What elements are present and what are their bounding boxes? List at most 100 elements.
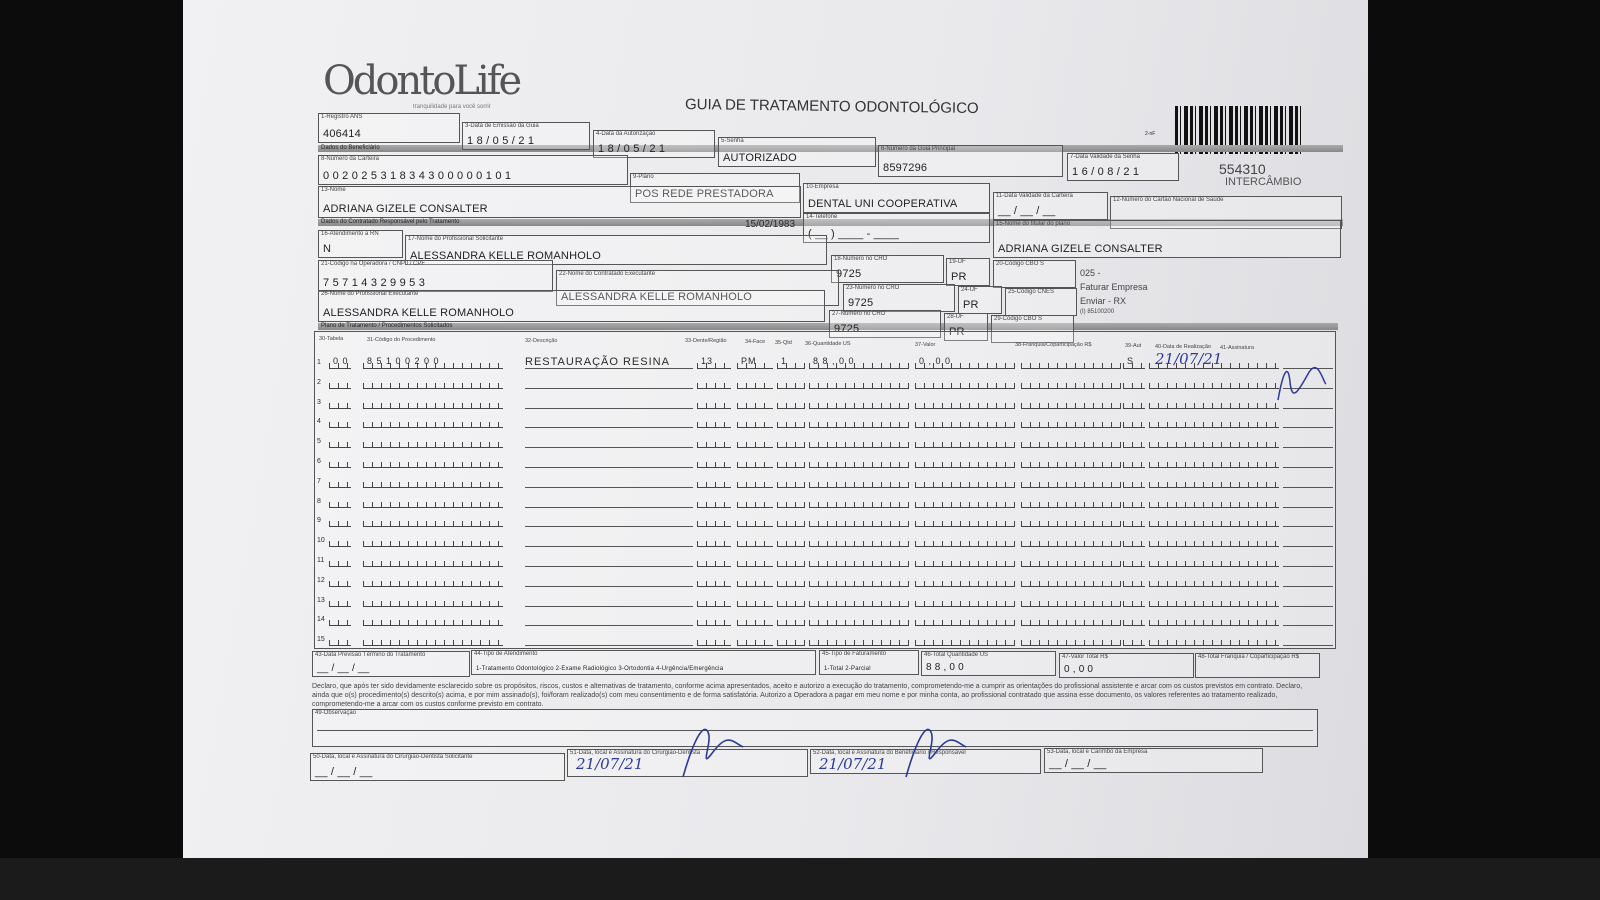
table-cell-aut[interactable]	[1123, 459, 1145, 468]
table-cell-qtd[interactable]	[777, 439, 805, 449]
table-cell-qtd_us[interactable]	[809, 498, 909, 508]
table-cell-codigo[interactable]	[363, 577, 503, 587]
table-cell-data[interactable]	[1149, 637, 1279, 647]
table-cell-valor[interactable]	[915, 399, 1015, 409]
table-cell-dente[interactable]	[697, 399, 731, 409]
table-cell-aut[interactable]: S	[1123, 356, 1145, 369]
table-cell-dente[interactable]	[697, 558, 731, 567]
table-cell-dente[interactable]	[697, 518, 731, 528]
table-cell-qtd_us[interactable]	[809, 439, 909, 449]
table-cell[interactable]	[1283, 585, 1333, 587]
table-cell-tabela[interactable]	[329, 518, 351, 528]
table-cell[interactable]	[1283, 625, 1333, 627]
table-cell-qtd[interactable]	[777, 478, 805, 488]
table-cell-data[interactable]	[1149, 617, 1279, 627]
table-cell-valor[interactable]	[915, 538, 1015, 548]
table-cell-data[interactable]	[1149, 498, 1279, 508]
form-field[interactable]: 5-Senha AUTORIZADO	[718, 137, 876, 167]
table-cell-descricao[interactable]	[525, 407, 693, 409]
table-cell[interactable]	[1021, 577, 1121, 587]
table-cell-aut[interactable]	[1123, 419, 1145, 429]
table-cell-codigo[interactable]	[363, 558, 503, 567]
table-cell[interactable]	[1283, 645, 1333, 647]
table-cell-qtd[interactable]	[777, 419, 805, 429]
table-cell-aut[interactable]	[1123, 597, 1145, 607]
table-cell[interactable]	[1283, 467, 1333, 468]
table-cell-qtd_us[interactable]: 8 8 , 0 0	[809, 356, 909, 369]
table-cell-qtd_us[interactable]	[809, 419, 909, 429]
form-field[interactable]: 9-Plano POS REDE PRESTADORA	[630, 173, 800, 203]
table-cell[interactable]	[1283, 447, 1333, 449]
table-cell-tabela[interactable]	[329, 558, 351, 567]
table-cell-dente[interactable]	[697, 439, 731, 449]
table-cell-qtd[interactable]	[777, 379, 805, 389]
table-cell[interactable]	[1021, 419, 1121, 429]
table-cell-dente[interactable]	[697, 577, 731, 587]
table-cell-tabela[interactable]	[329, 577, 351, 587]
table-cell-descricao[interactable]	[525, 427, 693, 429]
table-cell-valor[interactable]	[915, 637, 1015, 647]
table-cell-face[interactable]	[737, 419, 773, 429]
table-cell-dente[interactable]	[697, 478, 731, 488]
form-field[interactable]: 4-Data da Autorização 1 8 / 0 5 / 2 1	[593, 130, 715, 158]
form-field[interactable]: 12-Número do Cartão Nacional de Saúde	[1110, 196, 1342, 229]
table-cell-valor[interactable]	[915, 439, 1015, 449]
table-cell-aut[interactable]	[1123, 379, 1145, 389]
form-field[interactable]: 6-Número da Guia Principal 8597296	[878, 145, 1063, 177]
total-field[interactable]: 45-Tipo de Faturamento 1-Total 2-Parcial	[819, 650, 919, 675]
table-cell-qtd[interactable]	[777, 518, 805, 528]
table-cell-face[interactable]	[737, 637, 773, 647]
table-cell[interactable]	[1283, 387, 1333, 389]
table-cell[interactable]	[1283, 368, 1333, 369]
table-cell-codigo[interactable]	[363, 399, 503, 409]
table-cell-data[interactable]	[1149, 577, 1279, 587]
table-cell[interactable]	[1283, 546, 1333, 548]
total-field[interactable]: 48-Total Franquia / Coparticipação R$	[1195, 653, 1320, 678]
table-cell[interactable]	[1021, 439, 1121, 449]
table-cell-tabela[interactable]	[329, 439, 351, 449]
table-cell-codigo[interactable]	[363, 518, 503, 528]
signature-field[interactable]: 51-Data, local e Assinatura do Cirurgião…	[567, 728, 808, 778]
form-field[interactable]: 28-UF PR	[944, 313, 988, 341]
form-field[interactable]: 14-Telefone ( __ ) ____ - ____	[803, 213, 990, 243]
table-cell-tabela[interactable]	[329, 538, 351, 548]
table-cell-qtd[interactable]	[777, 459, 805, 468]
table-cell-aut[interactable]	[1123, 538, 1145, 548]
total-field[interactable]: 46-Total Quantidade US 8 8 , 0 0	[921, 651, 1056, 676]
table-cell-valor[interactable]	[915, 419, 1015, 429]
table-cell-face[interactable]	[737, 597, 773, 607]
table-cell-data[interactable]	[1149, 597, 1279, 607]
table-cell-tabela[interactable]	[329, 478, 351, 488]
table-cell-tabela[interactable]	[329, 419, 351, 429]
table-cell[interactable]	[1021, 478, 1121, 488]
table-cell-codigo[interactable]	[363, 617, 503, 627]
form-field[interactable]: 11-Data Validade da Carteira __ / __ / __	[993, 192, 1108, 220]
table-cell-qtd_us[interactable]	[809, 577, 909, 587]
table-cell[interactable]	[1283, 566, 1333, 567]
table-cell[interactable]	[1021, 558, 1121, 567]
table-cell-tabela[interactable]	[329, 498, 351, 508]
table-cell-descricao[interactable]: RESTAURAÇÃO RESINA	[525, 356, 693, 369]
table-cell-codigo[interactable]	[363, 379, 503, 389]
table-cell-valor[interactable]	[915, 459, 1015, 468]
table-cell-aut[interactable]	[1123, 439, 1145, 449]
table-cell-qtd[interactable]	[777, 577, 805, 587]
table-cell-codigo[interactable]	[363, 459, 503, 468]
table-cell-aut[interactable]	[1123, 617, 1145, 627]
table-cell-descricao[interactable]	[525, 447, 693, 449]
table-cell-dente[interactable]	[697, 379, 731, 389]
form-field[interactable]: 27-Número no CRO 9725	[829, 310, 941, 338]
table-cell-qtd_us[interactable]	[809, 399, 909, 409]
table-cell[interactable]	[1021, 617, 1121, 627]
table-cell-qtd[interactable]: 1	[777, 356, 805, 369]
table-cell-tabela[interactable]	[329, 617, 351, 627]
table-cell-tabela[interactable]	[329, 399, 351, 409]
form-field[interactable]: 19-UF PR	[946, 258, 990, 286]
table-cell-codigo[interactable]	[363, 439, 503, 449]
table-cell-qtd_us[interactable]	[809, 597, 909, 607]
table-cell[interactable]	[1283, 605, 1333, 607]
table-cell-qtd_us[interactable]	[809, 538, 909, 548]
table-cell[interactable]	[1021, 399, 1121, 409]
table-cell-codigo[interactable]: 8 5 1 0 0 2 0 0	[363, 356, 503, 369]
table-cell-dente[interactable]	[697, 419, 731, 429]
